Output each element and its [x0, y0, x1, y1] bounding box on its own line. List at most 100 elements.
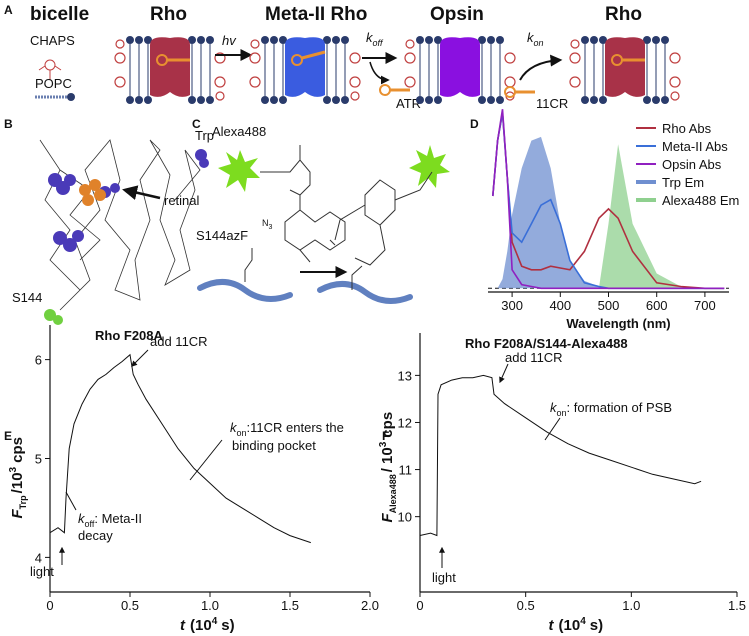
k: k: [527, 30, 535, 45]
label: N3: [262, 218, 273, 231]
x-axis-label: Wavelength (nm): [566, 316, 670, 331]
x-tick-label: 1.5: [728, 598, 746, 613]
var: t: [549, 617, 555, 634]
series-line: [492, 109, 725, 290]
x-tick-label: 0.5: [517, 598, 535, 613]
chart-title: Rho F208A/S144-Alexa488: [465, 336, 628, 351]
x-tick-label: 300: [501, 298, 523, 313]
k: k: [230, 420, 238, 435]
legend-label: Alexa488 Em: [662, 193, 739, 208]
annotation: kon: formation of PSB: [550, 400, 672, 418]
x-tick-label: 1.5: [281, 598, 299, 613]
y-tick-label: 12: [398, 415, 412, 430]
x-axis-label: t (104 s): [180, 616, 235, 634]
annotation: light: [432, 570, 456, 585]
panel-f-annotations: light add 11CR kon: formation of PSB: [432, 350, 672, 585]
x-tick-label: 0: [416, 598, 423, 613]
annotation: decay: [78, 528, 113, 543]
pre: (10: [190, 617, 212, 634]
sub: on: [557, 408, 567, 418]
label: S144azF: [196, 228, 248, 243]
main: F: [9, 509, 26, 519]
annotation: binding pocket: [232, 438, 316, 453]
legend-label: Opsin Abs: [662, 157, 722, 172]
sub: on: [534, 38, 544, 48]
label: 11CR: [536, 96, 568, 111]
annotation: add 11CR: [150, 334, 208, 349]
label: CHAPS: [30, 33, 75, 48]
label: bicelle: [30, 4, 89, 25]
var: t: [180, 617, 186, 634]
panel-letter: B: [4, 117, 13, 131]
y-tick-label: 13: [398, 368, 412, 383]
label: S144: [12, 290, 42, 305]
label: Meta-II Rho: [265, 4, 367, 25]
sub: 3: [269, 224, 273, 231]
chart-title: Rho F208A: [95, 328, 164, 343]
panel-b: B Trp retinal S144: [4, 117, 214, 325]
panel-letter: A: [4, 3, 13, 17]
label: kon: [527, 30, 544, 48]
y-tick-label: 4: [35, 550, 42, 565]
sub: on: [237, 428, 247, 438]
post: s): [590, 617, 603, 634]
panel-letter: D: [470, 117, 479, 131]
area: [492, 136, 725, 289]
x-tick-label: 2.0: [361, 598, 379, 613]
label: ATR: [396, 96, 421, 111]
unit: cps: [9, 437, 26, 463]
y-axis-label: FTrp/103 cps: [8, 437, 28, 518]
y-tick-label: 5: [35, 452, 42, 467]
label: Rho: [150, 4, 187, 25]
post: s): [221, 617, 234, 634]
sub: off: [85, 519, 95, 529]
pre: (10: [559, 617, 581, 634]
n: N: [262, 218, 269, 228]
annotation: add 11CR: [505, 350, 563, 365]
panel-e-annotations: light add 11CR koff: Meta-II decay kon:1…: [30, 334, 344, 579]
charts: D 300 400 500 600 700 Wavelength (nm) Rho Abs Me…: [4, 109, 746, 634]
label: POPC: [35, 76, 72, 91]
sup: 4: [580, 616, 586, 627]
annotation: light: [30, 564, 54, 579]
x-tick-label: 500: [598, 298, 620, 313]
label: Rho: [605, 4, 642, 25]
sub: off: [373, 38, 385, 48]
label: Trp: [195, 128, 214, 143]
k: k: [366, 30, 374, 45]
panel-letter: F: [382, 429, 389, 443]
annotation: kon:11CR enters the: [230, 420, 344, 438]
label: koff: [366, 30, 384, 48]
k: k: [78, 511, 86, 526]
legend-label: Rho Abs: [662, 121, 712, 136]
rest: / 10: [379, 447, 396, 472]
x-tick-label: 1.0: [201, 598, 219, 613]
label: Opsin: [430, 4, 484, 25]
panel-c: C Alexa488 S144azF N3: [192, 117, 450, 304]
series-line: [419, 374, 702, 537]
rest: /10: [9, 472, 26, 493]
legend-label: Meta-II Abs: [662, 139, 728, 154]
sup: 3: [8, 466, 19, 472]
sup: 3: [378, 441, 389, 447]
panel-letter: E: [4, 429, 12, 443]
x-tick-label: 1.0: [622, 598, 640, 613]
text: :11CR enters the: [247, 420, 344, 435]
sub: Trp: [18, 495, 28, 510]
legend-label: Trp Em: [662, 175, 704, 190]
sup: 4: [212, 616, 218, 627]
x-tick-label: 600: [646, 298, 668, 313]
main: F: [379, 513, 396, 523]
x-tick-label: 400: [549, 298, 571, 313]
unit: cps: [379, 412, 396, 438]
label: retinal: [164, 193, 200, 208]
k: k: [550, 400, 558, 415]
y-tick-label: 10: [398, 510, 412, 525]
x-tick-label: 700: [694, 298, 716, 313]
y-tick-label: 6: [35, 353, 42, 368]
area: [492, 144, 725, 289]
x-tick-label: 0.5: [121, 598, 139, 613]
x-axis-label: t (104 s): [549, 616, 604, 634]
panel-a: A bicelle CHAPS POPC Rho hv Meta-II Rho …: [4, 3, 681, 111]
